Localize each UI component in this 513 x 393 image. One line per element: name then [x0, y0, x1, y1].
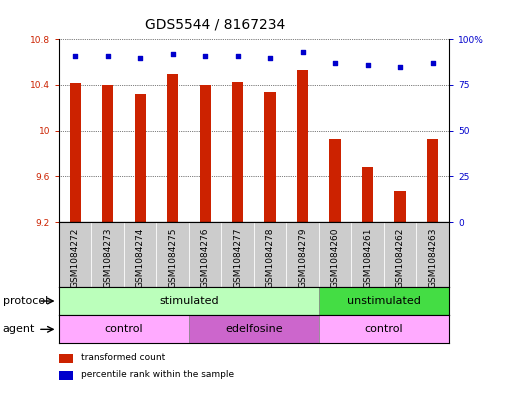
Bar: [59, 222, 91, 287]
Text: GSM1084279: GSM1084279: [298, 227, 307, 288]
Bar: [286, 222, 319, 287]
Point: [266, 54, 274, 61]
Text: GSM1084274: GSM1084274: [136, 227, 145, 288]
Bar: [351, 222, 384, 287]
Text: stimulated: stimulated: [159, 296, 219, 306]
Text: GSM1084263: GSM1084263: [428, 227, 437, 288]
Bar: [59, 315, 189, 343]
Text: GSM1084260: GSM1084260: [331, 227, 340, 288]
Bar: [59, 287, 319, 315]
Text: control: control: [105, 324, 143, 334]
Bar: [189, 315, 319, 343]
Text: GSM1084261: GSM1084261: [363, 227, 372, 288]
Bar: [232, 82, 243, 222]
Bar: [297, 70, 308, 222]
Bar: [189, 222, 222, 287]
Bar: [417, 222, 449, 287]
Bar: [319, 315, 449, 343]
Text: agent: agent: [3, 324, 35, 334]
Bar: [394, 191, 406, 222]
Point: [331, 60, 339, 66]
Point: [396, 64, 404, 70]
Text: GSM1084278: GSM1084278: [266, 227, 274, 288]
Bar: [319, 287, 449, 315]
Bar: [362, 167, 373, 222]
Bar: [222, 222, 254, 287]
Bar: [70, 83, 81, 222]
Point: [201, 53, 209, 59]
Point: [299, 49, 307, 55]
Point: [136, 54, 144, 61]
Text: percentile rank within the sample: percentile rank within the sample: [81, 370, 234, 379]
Bar: [167, 73, 179, 222]
Point: [428, 60, 437, 66]
Point: [364, 62, 372, 68]
Text: GSM1084276: GSM1084276: [201, 227, 210, 288]
Bar: [59, 371, 73, 380]
Text: protocol: protocol: [3, 296, 48, 306]
Bar: [102, 85, 113, 222]
Bar: [427, 139, 438, 222]
Text: edelfosine: edelfosine: [225, 324, 283, 334]
Bar: [200, 85, 211, 222]
Bar: [124, 222, 156, 287]
Bar: [384, 222, 417, 287]
Bar: [134, 94, 146, 222]
Text: GDS5544 / 8167234: GDS5544 / 8167234: [145, 18, 286, 32]
Text: GSM1084275: GSM1084275: [168, 227, 177, 288]
Text: GSM1084262: GSM1084262: [396, 227, 405, 288]
Text: control: control: [365, 324, 403, 334]
Text: GSM1084273: GSM1084273: [103, 227, 112, 288]
Point: [169, 51, 177, 57]
Point: [233, 53, 242, 59]
Point: [71, 53, 80, 59]
Text: unstimulated: unstimulated: [347, 296, 421, 306]
Text: GSM1084272: GSM1084272: [71, 227, 80, 288]
Bar: [319, 222, 351, 287]
Text: transformed count: transformed count: [81, 353, 165, 362]
Bar: [329, 139, 341, 222]
Bar: [59, 354, 73, 363]
Point: [104, 53, 112, 59]
Bar: [265, 92, 276, 222]
Bar: [156, 222, 189, 287]
Bar: [254, 222, 286, 287]
Bar: [91, 222, 124, 287]
Text: GSM1084277: GSM1084277: [233, 227, 242, 288]
